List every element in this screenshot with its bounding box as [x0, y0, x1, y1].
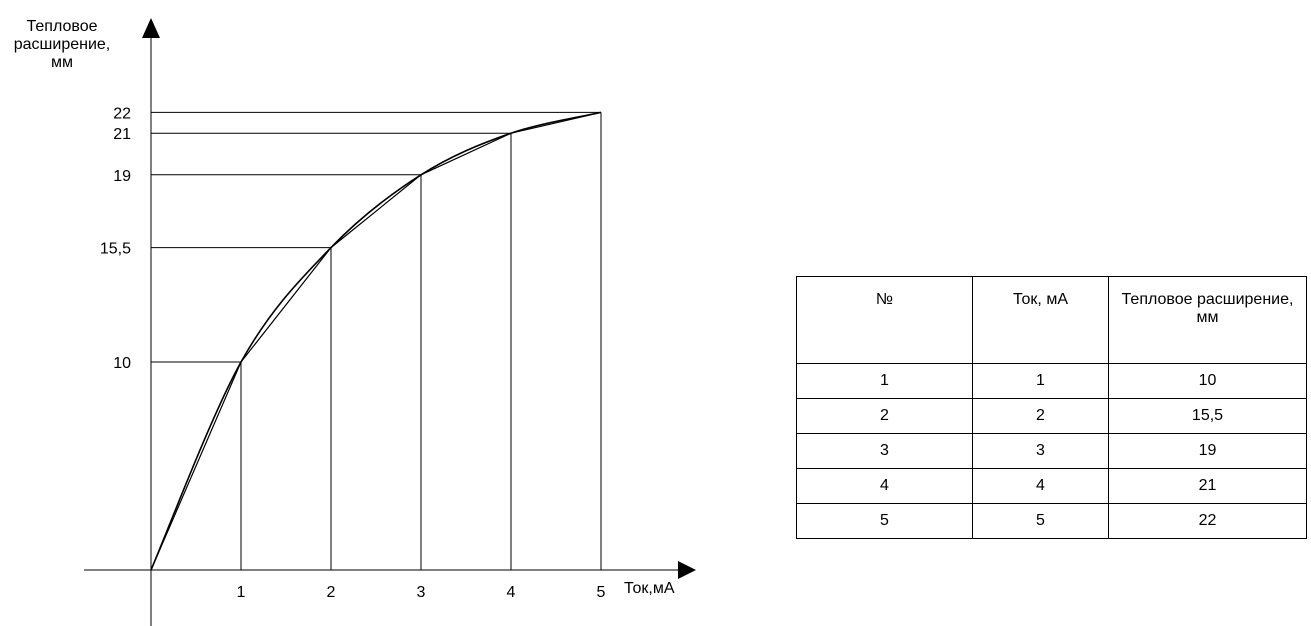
y-axis-label: Тепловое расширение, мм [13, 18, 111, 71]
table-cell: 10 [1108, 363, 1307, 399]
table-row: 2 2 15,5 [796, 398, 1307, 434]
table-cell: 3 [972, 433, 1109, 469]
y-tick-label: 10 [113, 355, 131, 372]
x-tick-label: 2 [327, 584, 336, 601]
table-cell: 4 [972, 468, 1109, 504]
y-tick-label: 15,5 [100, 241, 131, 258]
table-row: 1 1 10 [796, 363, 1307, 399]
table-cell: 1 [796, 363, 973, 399]
guide-lines [151, 111, 602, 570]
table-row: 4 4 21 [796, 468, 1307, 504]
header-current: Ток, мА [972, 276, 1109, 364]
x-axis-label: Ток,мА [624, 580, 675, 597]
axes [84, 18, 696, 626]
table-cell: 5 [972, 503, 1109, 539]
x-tick-label: 4 [507, 584, 516, 601]
table-cell: 3 [796, 433, 973, 469]
table-cell: 4 [796, 468, 973, 504]
table-cell: 2 [796, 398, 973, 434]
series-line-straight [150, 111, 602, 571]
data-table: № Ток, мА Тепловое расширение, мм 1 1 10… [796, 276, 1307, 539]
x-tick-label: 1 [237, 584, 246, 601]
y-tick-label: 22 [113, 105, 131, 122]
table-header-row: № Ток, мА Тепловое расширение, мм [796, 276, 1307, 364]
header-expansion: Тепловое расширение, мм [1108, 276, 1307, 364]
table-cell: 15,5 [1108, 398, 1307, 434]
y-tick-label: 21 [113, 126, 131, 143]
y-tick-label: 19 [113, 168, 131, 185]
table-cell: 21 [1108, 468, 1307, 504]
table-cell: 2 [972, 398, 1109, 434]
table-row: 5 5 22 [796, 503, 1307, 539]
table-row: 3 3 19 [796, 433, 1307, 469]
table-cell: 1 [972, 363, 1109, 399]
y-axis-arrow [142, 18, 160, 38]
tick-labels: 1 2 3 4 5 10 15,5 19 21 22 [100, 105, 606, 601]
x-axis-arrow [678, 561, 696, 579]
table-cell: 5 [796, 503, 973, 539]
chart: 1 2 3 4 5 10 15,5 19 21 22 [84, 18, 696, 626]
x-tick-label: 3 [417, 584, 426, 601]
x-tick-label: 5 [597, 584, 606, 601]
series-line-curve [150, 111, 602, 571]
series [150, 111, 602, 571]
table-cell: 22 [1108, 503, 1307, 539]
header-number: № [796, 276, 973, 364]
table-cell: 19 [1108, 433, 1307, 469]
